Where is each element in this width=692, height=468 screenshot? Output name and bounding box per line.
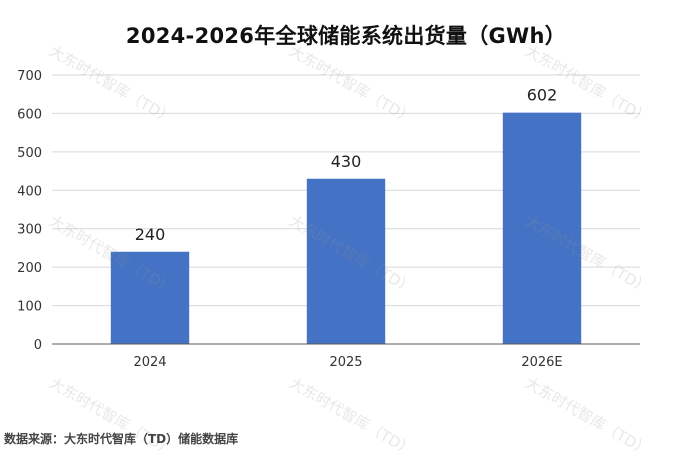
y-tick-label: 600 (17, 107, 42, 122)
x-axis-ticks: 2024 2025 2026E (133, 355, 562, 370)
y-tick-label: 500 (17, 146, 42, 161)
y-tick-label: 700 (17, 69, 42, 84)
data-label: 430 (331, 152, 362, 171)
y-tick-label: 0 (34, 338, 42, 353)
y-axis-ticks: 0 100 200 300 400 500 600 700 (17, 69, 42, 353)
chart-title: 2024-2026年全球储能系统出货量（GWh） (125, 24, 567, 48)
y-tick-label: 300 (17, 223, 42, 238)
x-tick-label: 2025 (329, 355, 362, 370)
data-labels: 240 430 602 (135, 86, 558, 244)
y-tick-label: 100 (17, 300, 42, 315)
x-tick-label: 2026E (521, 355, 562, 370)
x-tick-label: 2024 (133, 355, 166, 370)
data-label: 240 (135, 225, 166, 244)
data-label: 602 (527, 86, 558, 105)
bars (110, 112, 582, 344)
bar-2024 (110, 251, 190, 344)
y-tick-label: 400 (17, 184, 42, 199)
y-tick-label: 200 (17, 261, 42, 276)
source-note: 数据来源：大东时代智库（TD）储能数据库 (4, 432, 239, 446)
bar-2026e (502, 112, 582, 344)
bar-2025 (306, 178, 386, 344)
